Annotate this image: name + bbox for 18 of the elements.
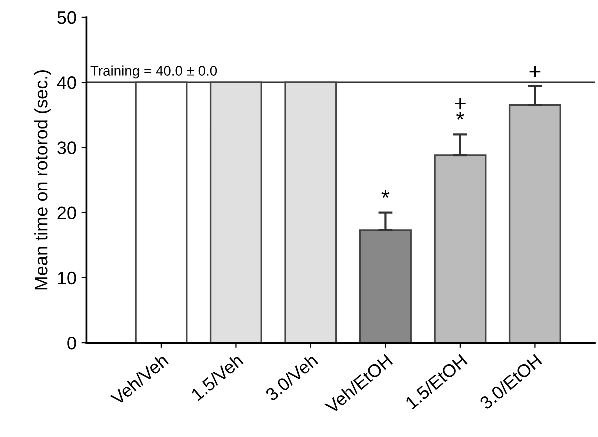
y-tick-label: 40 — [57, 76, 76, 90]
bar — [284, 82, 338, 344]
annotation: + — [530, 66, 541, 78]
ref-line-label: Training = 40.0 ± 0.0 — [90, 66, 218, 79]
y-tick-label: 10 — [58, 272, 76, 285]
bar — [210, 82, 262, 344]
annotation: * — [382, 190, 390, 198]
bar — [135, 82, 188, 344]
annotation: * — [456, 112, 464, 120]
y-axis-title: Mean time on rotorod (sec.) — [34, 70, 52, 290]
annotation: + — [455, 98, 466, 110]
y-tick-label: 20 — [58, 206, 76, 220]
y-tick-label: 0 — [68, 336, 76, 350]
y-tick-label: 30 — [58, 142, 76, 154]
y-tick-label: 50 — [58, 11, 76, 24]
bar — [508, 104, 562, 344]
bar — [359, 230, 412, 344]
bar — [434, 154, 487, 344]
